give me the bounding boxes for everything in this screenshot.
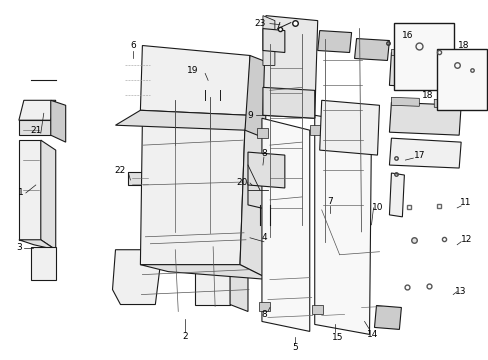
Polygon shape [19, 120, 51, 135]
Bar [394, 23, 453, 90]
Polygon shape [388, 102, 460, 135]
Text: 18: 18 [457, 41, 469, 50]
Polygon shape [263, 15, 274, 66]
Polygon shape [263, 87, 314, 118]
Polygon shape [31, 247, 56, 280]
Polygon shape [388, 138, 460, 168]
Polygon shape [19, 100, 56, 120]
Text: 3: 3 [16, 243, 21, 252]
Polygon shape [259, 302, 269, 311]
Polygon shape [229, 270, 247, 311]
Polygon shape [263, 28, 285, 53]
Polygon shape [128, 172, 152, 185]
Text: 10: 10 [371, 203, 383, 212]
Polygon shape [263, 15, 317, 118]
Text: 8: 8 [261, 149, 266, 158]
Polygon shape [390, 50, 413, 57]
Text: 12: 12 [460, 235, 471, 244]
Polygon shape [317, 31, 351, 53]
Polygon shape [51, 100, 65, 142]
Polygon shape [388, 53, 455, 88]
Polygon shape [262, 118, 309, 332]
Polygon shape [319, 100, 379, 155]
Text: 7: 7 [326, 197, 332, 206]
Text: 13: 13 [454, 287, 466, 296]
Text: 23: 23 [254, 19, 265, 28]
Text: 18: 18 [421, 91, 432, 100]
Polygon shape [311, 305, 322, 315]
Text: 9: 9 [246, 111, 252, 120]
Text: 4: 4 [261, 233, 266, 242]
Text: 21: 21 [30, 126, 41, 135]
Polygon shape [19, 140, 41, 240]
Polygon shape [140, 265, 269, 280]
Text: 22: 22 [115, 166, 126, 175]
Text: 11: 11 [459, 198, 471, 207]
Text: 6: 6 [130, 41, 136, 50]
Polygon shape [115, 110, 247, 130]
Polygon shape [112, 250, 160, 305]
Polygon shape [240, 125, 271, 280]
Text: 19: 19 [187, 66, 199, 75]
Polygon shape [390, 97, 419, 106]
Polygon shape [354, 39, 388, 60]
Text: 17: 17 [413, 150, 424, 159]
Text: 20: 20 [236, 179, 247, 188]
Text: 8: 8 [261, 310, 266, 319]
Polygon shape [433, 99, 460, 108]
Polygon shape [256, 128, 267, 138]
Bar [436, 49, 486, 110]
Polygon shape [140, 120, 244, 265]
Text: 15: 15 [331, 333, 343, 342]
Polygon shape [247, 152, 285, 188]
Polygon shape [19, 240, 56, 250]
Polygon shape [314, 115, 371, 334]
Text: 1: 1 [18, 188, 24, 197]
Text: 5: 5 [291, 343, 297, 352]
Polygon shape [140, 45, 249, 115]
Text: 16: 16 [401, 31, 412, 40]
Text: 2: 2 [182, 332, 188, 341]
Polygon shape [41, 140, 56, 250]
Polygon shape [247, 182, 277, 212]
Polygon shape [374, 306, 401, 329]
Polygon shape [388, 173, 404, 217]
Polygon shape [309, 125, 320, 135]
Polygon shape [195, 270, 229, 305]
Polygon shape [244, 55, 267, 138]
Text: 14: 14 [366, 330, 377, 339]
